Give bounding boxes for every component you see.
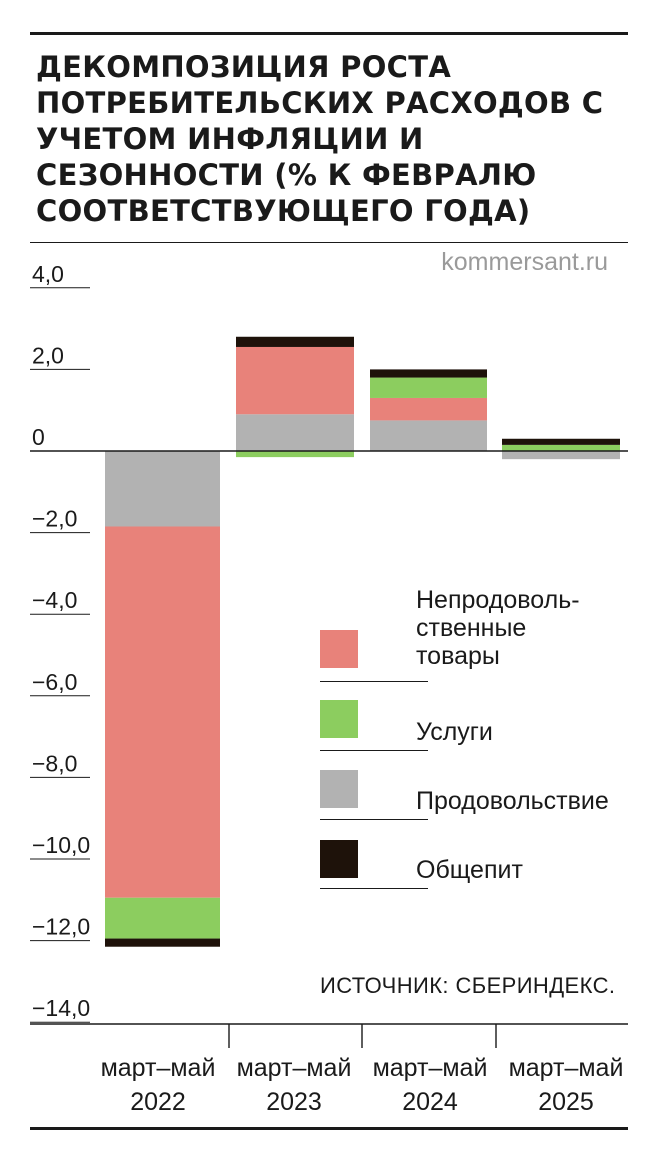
bar-segment bbox=[236, 451, 354, 458]
bar-segment bbox=[370, 397, 487, 421]
bars bbox=[105, 336, 620, 947]
y-tick-label: 0 bbox=[32, 424, 45, 450]
bar-segment bbox=[370, 369, 487, 378]
y-tick-label: −4,0 bbox=[32, 587, 77, 613]
y-tick-label: −12,0 bbox=[32, 914, 90, 940]
legend-swatch-food bbox=[320, 770, 358, 808]
legend-swatch-catering bbox=[320, 840, 358, 878]
bar-segment bbox=[370, 420, 487, 451]
bar-segment bbox=[105, 526, 220, 898]
top-rule bbox=[30, 32, 628, 35]
legend-rule bbox=[320, 819, 428, 820]
bar-segment bbox=[236, 336, 354, 347]
bar-segment bbox=[502, 444, 620, 451]
source-note: ИСТОЧНИК: СБЕРИНДЕКС. bbox=[320, 973, 616, 998]
bar-segment bbox=[370, 377, 487, 398]
legend-label-catering: Общепит bbox=[416, 856, 523, 884]
bottom-rule bbox=[30, 1127, 628, 1130]
x-category-label: март–май 2025 bbox=[509, 1054, 624, 1116]
legend-label-food: Продовольствие bbox=[416, 787, 609, 815]
y-tick-label: 4,0 bbox=[32, 261, 64, 287]
y-axis: 4,0 2,0 0 −2,0 −4,0 −6,0 −8,0 −10,0 −12,0 −14,0 bbox=[30, 261, 90, 1023]
x-category-label: март–май 2022 bbox=[101, 1054, 216, 1116]
y-tick-label: −14,0 bbox=[32, 995, 90, 1021]
bar-segment bbox=[105, 897, 220, 939]
x-category-label: март–май 2024 bbox=[373, 1054, 488, 1116]
legend-label-services: Услуги bbox=[416, 718, 493, 746]
y-tick-label: 2,0 bbox=[32, 342, 64, 368]
legend-swatch-nonfood bbox=[320, 630, 358, 668]
bar-segment bbox=[105, 451, 220, 527]
source-watermark: kommersant.ru bbox=[441, 248, 608, 276]
bar-segment bbox=[105, 938, 220, 947]
bar-segment bbox=[236, 414, 354, 451]
x-category-label: март–май 2023 bbox=[237, 1054, 352, 1116]
bar-segment bbox=[236, 346, 354, 415]
legend-rule bbox=[320, 888, 428, 889]
legend-label-nonfood: Непродоволь- ственные товары bbox=[416, 586, 580, 670]
legend-rule bbox=[320, 750, 428, 751]
y-tick-label: −8,0 bbox=[32, 750, 77, 776]
bar-segment bbox=[502, 451, 620, 460]
chart-title: ДЕКОМПОЗИЦИЯ РОСТА ПОТРЕБИТЕЛЬСКИХ РАСХО… bbox=[36, 50, 604, 228]
y-tick-label: −6,0 bbox=[32, 669, 77, 695]
legend-swatch-services bbox=[320, 700, 358, 738]
bar-segment bbox=[502, 438, 620, 445]
y-tick-label: −2,0 bbox=[32, 506, 77, 532]
title-divider bbox=[30, 242, 628, 243]
y-tick-label: −10,0 bbox=[32, 832, 90, 858]
x-axis: март–май 2022 март–май 2023 март–май 2024 март… bbox=[30, 450, 628, 1116]
legend-rule bbox=[320, 681, 428, 682]
